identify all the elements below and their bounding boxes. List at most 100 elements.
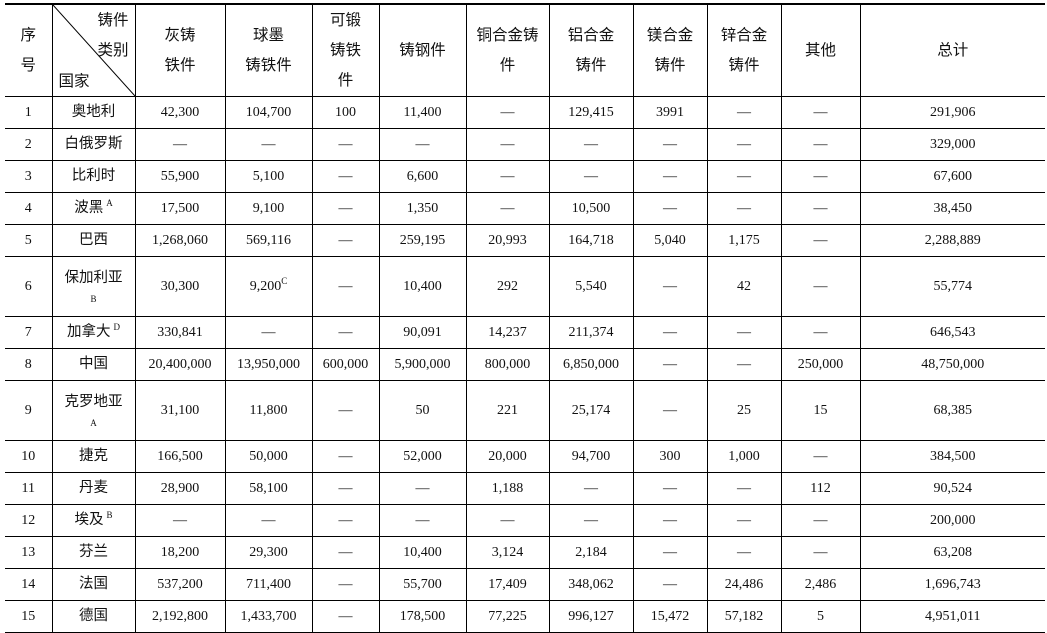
value-cell: 10,400 [378,536,467,569]
value-cell: 2,192,800 [134,600,226,633]
value-cell: — [548,160,634,193]
value-cell: — [780,536,861,569]
value-cell: 25 [706,380,782,441]
country-cell: 克罗地亚 A [51,380,136,441]
footnote-marker: A [90,417,97,428]
row-number: 11 [5,472,53,505]
table-row: 10 捷克 166,500 50,000—52,000 20,000 94,700 300 1… [5,440,1045,473]
value-cell: — [311,160,380,193]
value-cell: — [632,536,708,569]
column-header-line: 铸件 [654,56,686,74]
value-cell: — [706,348,782,381]
country-cell: 保加利亚 B [51,256,136,317]
column-header-line: 其他 [804,41,836,59]
value-cell: — [780,224,861,257]
value-cell: 292 [465,256,550,317]
value-cell: — [378,472,467,505]
value-cell: — [465,96,550,129]
value-cell: — [311,536,380,569]
total-cell: 63,208 [859,536,1045,569]
value-cell: 3991 [632,96,708,129]
value-cell: 58,100 [224,472,313,505]
value-cell: — [311,224,380,257]
total-cell: 384,500 [859,440,1045,473]
value-cell: — [311,504,380,537]
value-cell: — [780,160,861,193]
total-cell: 329,000 [859,128,1045,161]
row-number: 2 [5,128,53,161]
column-header: 镁合金 铸件 [632,3,708,97]
value-cell: 164,718 [548,224,634,257]
value-cell: — [780,128,861,161]
column-header-line: 镁合金 [646,26,694,44]
row-number: 8 [5,348,53,381]
value-cell: — [311,316,380,349]
value-cell: 18,200 [134,536,226,569]
value-cell: 25,174 [548,380,634,441]
value-cell: 9,100 [224,192,313,225]
column-header-line: 铜合金铸 [476,26,539,44]
country-name: 比利时 [71,168,116,184]
country-cell: 奥地利 [51,96,136,129]
header-country-label: 国家 [58,73,90,90]
value-cell: — [311,256,380,317]
table-row: 14 法国 537,200 711,400—55,700 17,409 348,062—2… [5,568,1045,601]
column-header: 其他 [780,3,861,97]
value-cell: 221 [465,380,550,441]
value-cell: 1,268,060 [134,224,226,257]
country-cell: 芬兰 [51,536,136,569]
value-cell: 250,000 [780,348,861,381]
value-cell: — [465,192,550,225]
table-row: 5 巴西 1,268,060 569,116—259,195 20,993 164,718… [5,224,1045,257]
value-cell: — [706,192,782,225]
country-name: 中国 [79,356,108,372]
value-cell: — [465,160,550,193]
row-number: 9 [5,380,53,441]
country-cell: 法国 [51,568,136,601]
column-header: 铜合金铸件 [465,3,550,97]
value-cell: 17,500 [134,192,226,225]
row-number: 3 [5,160,53,193]
table-row: 6 保加利亚 B 30,300 9,200C —10,400 292 5,540—42—55,… [5,256,1045,317]
value-cell: 55,700 [378,568,467,601]
value-cell: 11,400 [378,96,467,129]
value-cell: 5,040 [632,224,708,257]
row-number: 13 [5,536,53,569]
value-cell: 569,116 [224,224,313,257]
total-cell: 646,543 [859,316,1045,349]
value-cell: — [134,504,226,537]
country-cell: 波黑 A [51,192,136,225]
value-cell: 28,900 [134,472,226,505]
column-header-line: 铝合金 [567,26,615,44]
value-cell: — [706,472,782,505]
country-name: 加拿大 [67,324,111,340]
total-cell: 67,600 [859,160,1045,193]
value-cell: — [706,504,782,537]
value-cell: 537,200 [134,568,226,601]
value-cell: 30,300 [134,256,226,317]
total-cell: 38,450 [859,192,1045,225]
value-cell: 166,500 [134,440,226,473]
value-cell: 178,500 [378,600,467,633]
value-cell: 6,850,000 [548,348,634,381]
diagonal-line [53,5,135,96]
row-number: 1 [5,96,53,129]
column-header-line: 球墨 [252,26,284,44]
footnote-marker: A [106,198,113,208]
value-cell: — [706,128,782,161]
country-name: 保加利亚 [64,269,123,286]
header-no: 序 号 [5,3,53,97]
column-header-line: 总计 [937,41,969,59]
total-cell: 291,906 [859,96,1045,129]
table-row: 7 加拿大 D 330,841— —90,091 14,237 211,374— — —646,… [5,316,1045,349]
table-row: 15 德国 2,192,800 1,433,700—178,500 77,225 996,… [5,600,1045,633]
column-header-line: 铸件 [575,56,607,74]
country-name: 芬兰 [79,544,108,560]
value-cell: — [224,128,313,161]
total-cell: 2,288,889 [859,224,1045,257]
column-header-line: 件 [499,56,516,74]
country-cell: 比利时 [51,160,136,193]
value-cell: 5,100 [224,160,313,193]
country-name: 德国 [79,608,108,624]
value-cell: — [134,128,226,161]
